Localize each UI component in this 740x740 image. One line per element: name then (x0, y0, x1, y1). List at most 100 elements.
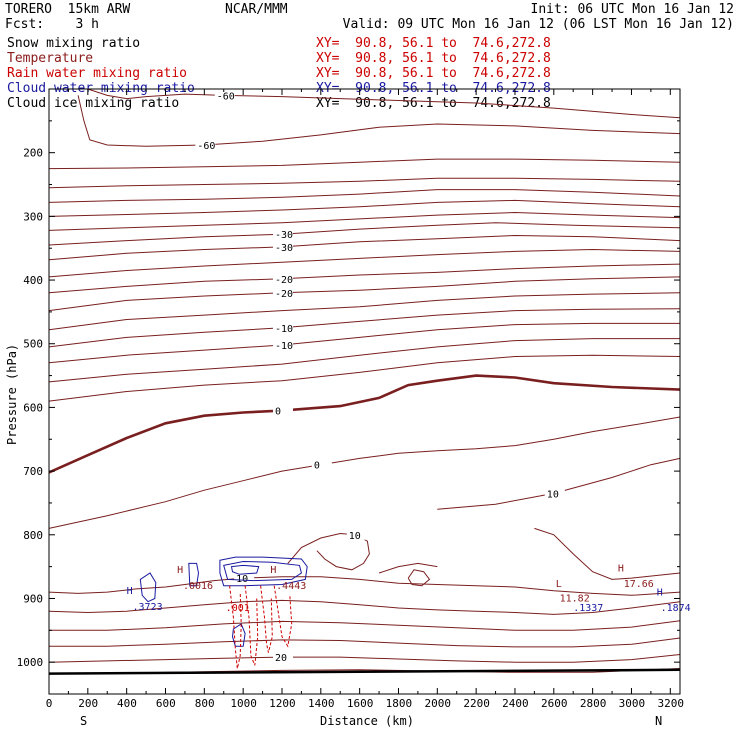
x-tick-label: 200 (78, 697, 98, 710)
cloud-water-contour (219, 556, 308, 587)
extremum-label: 17.66 (624, 579, 654, 590)
y-tick-label: 600 (23, 401, 43, 414)
temperature-contour (87, 88, 681, 119)
temperature-contour (437, 457, 681, 510)
temperature-contour (48, 322, 680, 364)
valid-label: Valid: 09 UTC Mon 16 Jan 12 (06 LST Mon … (342, 17, 734, 32)
temperature-contour (48, 416, 681, 529)
temperature-contour (48, 292, 681, 331)
contour-label-bg (272, 228, 293, 240)
extremum-label: L (556, 579, 562, 590)
temperature-contour (48, 158, 681, 170)
contour-label-bg (272, 651, 293, 663)
temperature-contour (48, 654, 681, 663)
forecast-label: Fcst: 3 h (5, 17, 99, 32)
extremum-label: H (127, 586, 133, 597)
rain-contour (229, 585, 242, 669)
contour-level-label: -30 (275, 243, 293, 254)
rain-contour (244, 585, 259, 666)
contour-label-bg (234, 572, 255, 584)
temperature-contour (49, 637, 681, 648)
y-tick-label: 1000 (17, 656, 43, 669)
contour-level-label: -20 (275, 289, 293, 300)
contour-label-bg (272, 404, 293, 416)
y-tick-label: 700 (23, 465, 43, 478)
contour-level-label: -30 (275, 230, 293, 241)
contour-level-label: 10 (547, 489, 559, 500)
extremum-label: 11.82 (560, 594, 590, 605)
x-tick-label: 1400 (308, 697, 335, 710)
temperature-contour (48, 234, 681, 261)
cloud-water-contour (139, 572, 157, 603)
contour-level-label: -10 (275, 324, 293, 335)
x-tick-label: 1000 (230, 697, 257, 710)
extremum-label: H (618, 564, 624, 575)
temperature-contour (48, 263, 681, 294)
temperature-contour (48, 211, 681, 231)
contour-level-label: -60 (217, 91, 235, 102)
temperature-contour (48, 308, 681, 348)
x-tick-label: 2400 (502, 697, 528, 710)
contour-label-bg (272, 286, 293, 298)
x-tick-label: 1600 (347, 697, 374, 710)
ground-line (48, 668, 681, 675)
y-tick-label: 900 (23, 592, 43, 605)
x-tick-label: 3200 (657, 697, 684, 710)
contour-level-label: -60 (197, 141, 215, 152)
cloud-water-contour (223, 560, 302, 582)
cloud-water-contour (231, 623, 246, 647)
contour-label-bg (272, 321, 293, 333)
extremum-label: .3723 (132, 602, 162, 613)
plot-frame (48, 88, 681, 695)
legend-xy: XY= 90.8, 56.1 to 74.6,272.8 (316, 96, 551, 111)
y-axis-label: Pressure (hPa) (5, 344, 19, 445)
temperature-contour (407, 569, 431, 587)
extremum-label: H (177, 565, 183, 576)
y-tick-label: 200 (23, 147, 43, 160)
legend-xy: XY= 90.8, 56.1 to 74.6,272.8 (316, 51, 551, 66)
center-label: NCAR/MMM (225, 2, 288, 17)
y-tick-label: 400 (23, 274, 43, 287)
temperature-contour (48, 374, 681, 474)
legend-xy: XY= 90.8, 56.1 to 74.6,272.8 (316, 66, 551, 81)
contour-label-bg (272, 339, 293, 351)
temperature-contour (48, 276, 681, 312)
legend-label: Snow mixing ratio (7, 36, 141, 51)
temperature-contour (49, 620, 681, 631)
temperature-contour (534, 527, 681, 580)
y-tick-label: 300 (23, 210, 43, 223)
temperature-contour (48, 222, 681, 246)
contour-level-label: -10 (275, 341, 293, 352)
y-tick-label: 800 (23, 529, 43, 542)
contour-label-bg (544, 487, 565, 499)
temperature-contour (48, 189, 681, 203)
y-tick-label: 500 (23, 338, 43, 351)
contour-level-label: 0 (275, 407, 281, 418)
temperature-contour (287, 532, 370, 571)
temperature-contour (48, 354, 681, 402)
temperature-contour (48, 576, 681, 596)
temperature-contour (378, 562, 438, 574)
contour-label-bg (214, 89, 235, 101)
contour-level-label: -20 (275, 275, 293, 286)
model-label: TORERO 15km ARW (5, 2, 131, 17)
x-tick-label: 2800 (580, 697, 607, 710)
x-tick-label: 600 (156, 697, 176, 710)
cloud-water-contour (188, 562, 200, 587)
x-tick-label: 800 (195, 697, 215, 710)
contour-label-bg (195, 139, 216, 151)
legend-label: Rain water mixing ratio (7, 66, 188, 81)
x-tick-label: 1800 (386, 697, 413, 710)
temperature-contour (48, 199, 681, 217)
south-label: S (80, 714, 87, 728)
temperature-contour (48, 177, 681, 189)
contour-label-bg (311, 458, 332, 470)
contour-level-label: 10 (349, 531, 361, 542)
x-tick-label: 0 (46, 697, 53, 710)
contour-label-bg (346, 528, 367, 540)
legend-label: Temperature (7, 51, 94, 66)
x-tick-label: 2200 (463, 697, 490, 710)
extremum-label: .4443 (276, 581, 306, 592)
legend-label: Cloud ice mixing ratio (7, 96, 180, 111)
